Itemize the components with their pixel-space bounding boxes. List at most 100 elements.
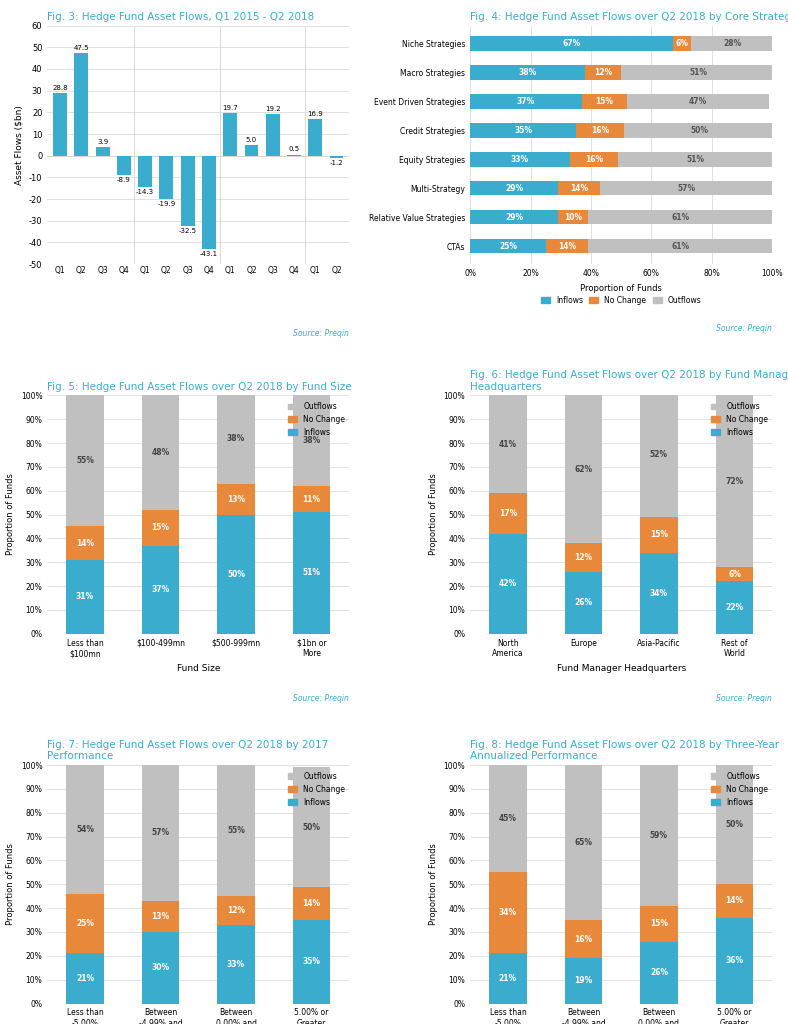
Bar	[66, 560, 104, 634]
Text: 54%: 54%	[76, 825, 94, 834]
Text: 47%: 47%	[690, 97, 708, 106]
Bar	[292, 512, 330, 634]
Text: 15%: 15%	[650, 530, 668, 540]
Text: Source: Preqin: Source: Preqin	[716, 324, 772, 333]
Bar	[66, 395, 104, 526]
Text: 3.9: 3.9	[97, 139, 108, 145]
Text: 6%: 6%	[675, 39, 688, 48]
Y-axis label: Proportion of Funds: Proportion of Funds	[429, 844, 438, 926]
Text: 34%: 34%	[499, 908, 517, 918]
Bar	[142, 901, 180, 932]
Bar	[558, 210, 588, 224]
Bar	[489, 953, 527, 1004]
Bar	[159, 156, 173, 199]
Text: 13%: 13%	[227, 495, 245, 504]
Bar	[142, 932, 180, 1004]
Text: 5.0: 5.0	[246, 136, 257, 142]
Bar	[600, 181, 772, 196]
Text: 38%: 38%	[519, 68, 537, 77]
Text: 16%: 16%	[591, 126, 609, 135]
Bar	[217, 925, 255, 1004]
Bar	[627, 94, 769, 109]
Bar	[640, 393, 678, 517]
Bar	[640, 765, 678, 906]
Text: 51%: 51%	[303, 568, 321, 578]
Bar	[138, 156, 152, 186]
Text: 25%: 25%	[499, 242, 517, 251]
Text: 16%: 16%	[574, 935, 593, 944]
Bar	[217, 765, 255, 896]
Bar	[570, 153, 618, 167]
Text: 36%: 36%	[726, 956, 744, 965]
Bar	[564, 958, 602, 1004]
Bar	[716, 582, 753, 634]
Text: 19.2: 19.2	[265, 105, 281, 112]
Text: Fig. 7: Hedge Fund Asset Flows over Q2 2018 by 2017
Performance: Fig. 7: Hedge Fund Asset Flows over Q2 2…	[47, 740, 329, 762]
Text: 45%: 45%	[499, 814, 517, 823]
Text: 50%: 50%	[726, 820, 744, 829]
Bar	[582, 94, 627, 109]
Text: Fig. 6: Hedge Fund Asset Flows over Q2 2018 by Fund Manager
Headquarters: Fig. 6: Hedge Fund Asset Flows over Q2 2…	[470, 370, 788, 392]
Y-axis label: Asset Flows ($bn): Asset Flows ($bn)	[14, 104, 23, 184]
Text: 38%: 38%	[227, 434, 245, 442]
Text: 33%: 33%	[511, 155, 529, 164]
Bar	[266, 114, 280, 156]
Text: 51%: 51%	[690, 68, 708, 77]
Text: 51%: 51%	[686, 155, 704, 164]
Text: 10%: 10%	[563, 213, 582, 221]
Text: 19%: 19%	[574, 976, 593, 985]
Text: 72%: 72%	[726, 476, 744, 485]
Text: Fig. 5: Hedge Fund Asset Flows over Q2 2018 by Fund Size: Fig. 5: Hedge Fund Asset Flows over Q2 2…	[47, 382, 352, 392]
Bar	[716, 395, 753, 567]
Bar	[624, 123, 775, 137]
Text: 29%: 29%	[505, 213, 523, 221]
Text: Source: Preqin: Source: Preqin	[293, 693, 349, 702]
Text: 37%: 37%	[517, 97, 535, 106]
Legend: Outflows, No Change, Inflows: Outflows, No Change, Inflows	[708, 399, 771, 440]
Bar	[142, 546, 180, 634]
Text: 65%: 65%	[574, 838, 593, 847]
Text: 34%: 34%	[650, 589, 668, 598]
Text: 16.9: 16.9	[307, 111, 323, 117]
Bar	[585, 66, 621, 80]
Bar	[244, 144, 258, 156]
Bar	[74, 52, 88, 156]
Bar	[329, 156, 344, 159]
Bar	[292, 767, 330, 887]
Bar	[142, 510, 180, 546]
Bar	[470, 37, 672, 51]
Bar	[588, 239, 772, 253]
Bar	[716, 765, 753, 885]
Y-axis label: Proportion of Funds: Proportion of Funds	[6, 844, 15, 926]
Text: -43.1: -43.1	[200, 251, 218, 257]
Bar	[489, 765, 527, 872]
Bar	[53, 93, 67, 156]
Text: 29%: 29%	[505, 183, 523, 193]
Bar	[640, 906, 678, 941]
Bar	[217, 393, 255, 483]
Text: -8.9: -8.9	[117, 177, 131, 183]
Text: 21%: 21%	[499, 974, 517, 983]
Text: 37%: 37%	[151, 585, 169, 594]
Bar	[564, 395, 602, 543]
Bar	[716, 567, 753, 582]
Text: 14%: 14%	[570, 183, 588, 193]
Text: 13%: 13%	[151, 912, 169, 921]
X-axis label: Proportion of Funds: Proportion of Funds	[580, 284, 662, 293]
Text: -19.9: -19.9	[158, 201, 176, 207]
Text: 16%: 16%	[585, 155, 603, 164]
Bar	[489, 494, 527, 534]
Bar	[66, 953, 104, 1004]
Bar	[564, 543, 602, 571]
Text: 50%: 50%	[691, 126, 708, 135]
Legend: Inflows, No Change, Outflows: Inflows, No Change, Outflows	[537, 293, 704, 308]
Text: 19.7: 19.7	[222, 104, 238, 111]
Bar	[292, 887, 330, 920]
Text: 28.8: 28.8	[52, 85, 68, 91]
Legend: Outflows, No Change, Inflows: Outflows, No Change, Inflows	[708, 769, 771, 810]
Text: 28%: 28%	[724, 39, 742, 48]
Bar	[308, 119, 322, 156]
Bar	[66, 894, 104, 953]
Bar	[690, 37, 775, 51]
Bar	[489, 534, 527, 634]
